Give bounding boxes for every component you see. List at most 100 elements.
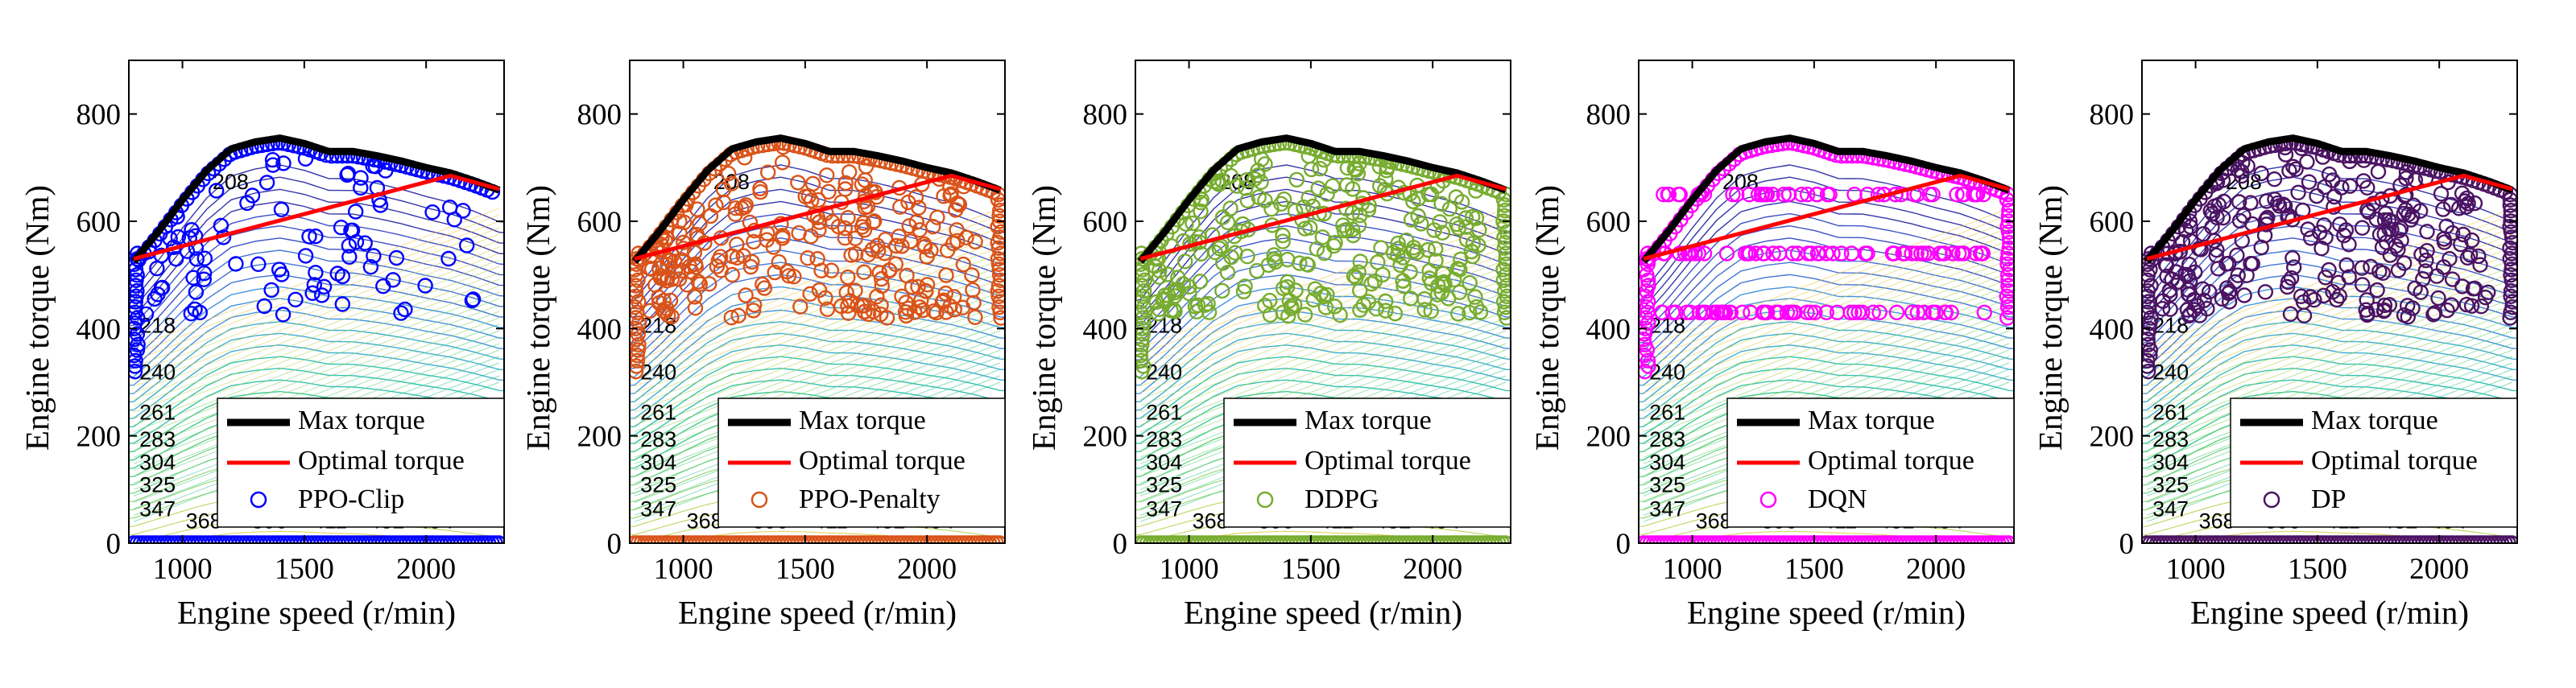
- data-point: [196, 250, 213, 266]
- efficiency-contour: [1643, 311, 2010, 451]
- efficiency-contour: [2146, 323, 2513, 464]
- data-point: [2382, 247, 2399, 263]
- data-point: [687, 300, 704, 316]
- data-point: [1696, 304, 1712, 320]
- data-point: [271, 262, 287, 278]
- data-point: [2266, 171, 2283, 187]
- data-point: [1972, 245, 1989, 262]
- data-point: [850, 297, 866, 314]
- data-point: [2142, 358, 2156, 374]
- y-tick-label: 0: [1113, 528, 1128, 561]
- data-point: [910, 278, 926, 295]
- data-point: [847, 245, 864, 262]
- data-point: [353, 179, 369, 196]
- data-point: [1296, 220, 1313, 237]
- efficiency-contour: [1639, 367, 2014, 436]
- efficiency-contour: [2146, 304, 2513, 445]
- data-point: [897, 304, 914, 320]
- efficiency-contour: [2142, 188, 2517, 309]
- data-point: [464, 292, 481, 308]
- contour-label: 283: [139, 427, 176, 451]
- data-point: [2462, 247, 2479, 263]
- efficiency-contour: [133, 266, 500, 406]
- data-point: [991, 299, 1005, 315]
- efficiency-contour: [1639, 321, 2014, 403]
- data-point: [366, 248, 382, 264]
- efficiency-contour: [634, 278, 1001, 419]
- data-point: [759, 232, 775, 248]
- data-point: [1350, 264, 1367, 280]
- contour-label: 283: [2152, 427, 2189, 451]
- data-point: [724, 175, 740, 192]
- data-point: [915, 302, 932, 319]
- data-point: [1135, 352, 1149, 369]
- contour-label: 368: [1696, 509, 1732, 533]
- data-point: [1403, 290, 1419, 307]
- data-point: [348, 234, 365, 250]
- contour-label: 368: [2199, 509, 2235, 533]
- efficiency-contour: [2146, 259, 2513, 400]
- plot-frame: [2141, 60, 2518, 544]
- legend: Max torque Optimal torque DQN: [1726, 398, 2015, 528]
- data-point: [1336, 222, 1353, 239]
- data-point: [1280, 251, 1296, 268]
- efficiency-contour: [133, 323, 500, 464]
- data-point: [688, 259, 704, 275]
- data-point: [724, 266, 740, 283]
- data-point: [1966, 186, 1982, 203]
- data-point: [1718, 245, 1735, 262]
- data-point: [2326, 188, 2342, 205]
- contour-label: 325: [640, 473, 676, 497]
- data-point: [1201, 304, 1218, 320]
- data-point: [2142, 315, 2158, 332]
- data-point: [1448, 189, 1465, 205]
- data-point: [2236, 287, 2252, 303]
- data-point: [690, 274, 706, 290]
- y-tick-label: 600: [2090, 206, 2135, 239]
- efficiency-contour: [133, 298, 500, 439]
- data-point: [2338, 222, 2355, 238]
- data-point: [2503, 288, 2517, 304]
- x-tick-label: 1500: [775, 553, 835, 586]
- data-point: [992, 229, 1005, 245]
- data-point: [1253, 174, 1269, 191]
- scatter-series: [630, 134, 1005, 543]
- data-point: [1280, 274, 1296, 290]
- legend-label-series: DP: [2311, 484, 2346, 514]
- data-point: [630, 267, 644, 283]
- data-point: [1169, 282, 1186, 298]
- y-axis-label: Engine torque (Nm): [1025, 185, 1062, 451]
- y-tick-label: 0: [2119, 528, 2135, 561]
- data-point: [129, 342, 146, 358]
- efficiency-contour: [1135, 367, 1511, 436]
- data-point: [1273, 196, 1289, 212]
- data-point: [188, 284, 205, 300]
- data-point: [759, 225, 775, 241]
- data-point: [2154, 301, 2171, 317]
- data-point: [2168, 264, 2185, 280]
- data-point: [967, 309, 983, 325]
- efficiency-contour: [1643, 278, 2010, 419]
- efficiency-contour: [2146, 266, 2513, 406]
- data-point: [1445, 271, 1462, 288]
- data-point: [1170, 270, 1186, 286]
- data-point: [916, 238, 933, 255]
- data-point: [2285, 159, 2301, 175]
- data-point: [1670, 186, 1687, 203]
- data-point: [1390, 235, 1406, 252]
- data-point: [308, 229, 324, 245]
- data-point: [1780, 186, 1797, 203]
- data-point: [1916, 304, 1932, 320]
- data-point: [791, 225, 807, 241]
- data-point: [841, 164, 858, 180]
- x-tick-label: 2000: [2409, 553, 2469, 586]
- data-point: [866, 213, 883, 229]
- data-point: [1496, 304, 1511, 320]
- efficiency-contour: [2146, 298, 2513, 439]
- scatter-series: [1135, 134, 1511, 543]
- data-point: [183, 306, 200, 322]
- optimal-torque-line: [1643, 173, 2010, 262]
- data-point: [1317, 299, 1334, 315]
- efficiency-contour: [2142, 249, 2517, 352]
- max-torque-line: [130, 134, 501, 264]
